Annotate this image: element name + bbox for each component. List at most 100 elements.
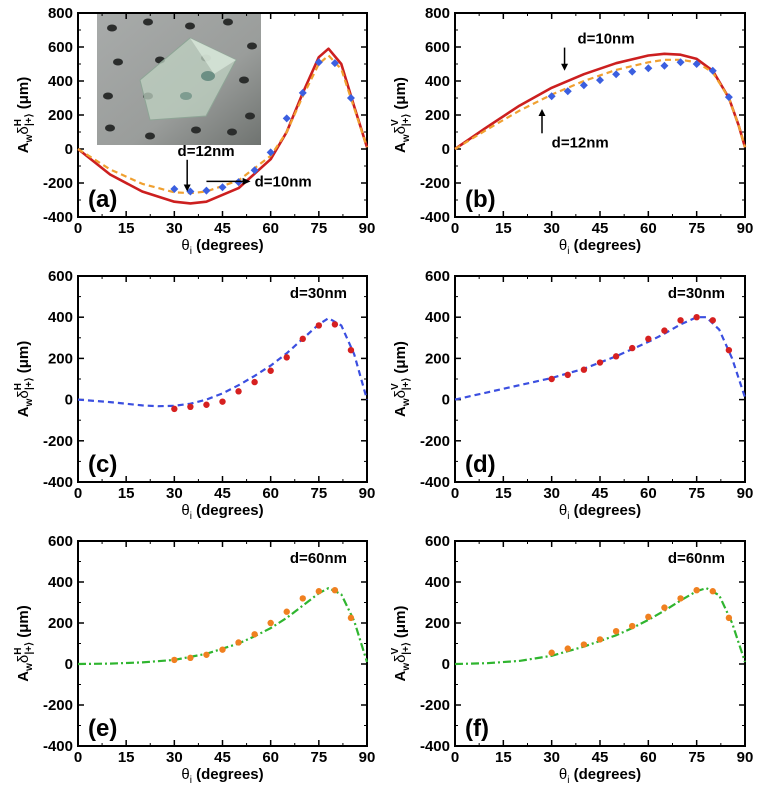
data-point bbox=[709, 317, 716, 324]
inset-photo-hole bbox=[113, 58, 123, 66]
series-line bbox=[77, 47, 369, 205]
data-point bbox=[202, 186, 211, 195]
x-tick-label: 15 bbox=[118, 220, 135, 237]
x-tick-label: 90 bbox=[737, 749, 754, 766]
axes-frame bbox=[77, 540, 368, 747]
panel-label: (d) bbox=[465, 451, 496, 478]
x-tick-label: 45 bbox=[214, 749, 231, 766]
x-axis-label: θi (degrees) bbox=[559, 766, 641, 786]
x-tick-label: 0 bbox=[451, 749, 459, 766]
y-tick-label: -400 bbox=[420, 209, 450, 226]
x-axis-label: θi (degrees) bbox=[181, 502, 263, 522]
y-tick-label: 600 bbox=[425, 39, 450, 56]
y-tick-label: -400 bbox=[420, 738, 450, 755]
data-point bbox=[235, 639, 242, 646]
data-point bbox=[251, 378, 258, 386]
inset-photo bbox=[97, 14, 261, 145]
inset-photo-hole bbox=[191, 126, 201, 134]
annotation: d=12nm bbox=[552, 134, 609, 151]
y-tick-label: -200 bbox=[420, 697, 450, 714]
data-point bbox=[267, 367, 274, 374]
x-axis-label: θi (degrees) bbox=[181, 237, 263, 257]
annotation: d=30nm bbox=[668, 285, 725, 302]
data-point bbox=[612, 353, 620, 360]
x-tick-label: 30 bbox=[543, 749, 560, 766]
y-tick-label: 600 bbox=[48, 39, 73, 56]
x-tick-label: 60 bbox=[640, 749, 657, 766]
data-point bbox=[580, 641, 588, 648]
x-axis-label: θi (degrees) bbox=[559, 502, 641, 522]
data-point bbox=[677, 317, 684, 324]
inset-photo-hole bbox=[239, 76, 249, 84]
y-tick-label: 400 bbox=[48, 73, 73, 90]
x-tick-label: 15 bbox=[118, 485, 135, 502]
data-point bbox=[676, 58, 685, 67]
y-axis-label: AwδV|+⟩ (μm) bbox=[390, 77, 412, 153]
data-point bbox=[283, 608, 290, 615]
x-tick-label: 30 bbox=[166, 220, 183, 237]
y-tick-label: 0 bbox=[65, 392, 73, 409]
y-axis-label: AwδV|+⟩ (μm) bbox=[390, 341, 412, 417]
y-tick-label: -200 bbox=[43, 175, 73, 192]
panel-b: 0 15 30 45 60 75 90 -400 -200 0 200 400 600 800 θi (de… bbox=[390, 5, 753, 257]
y-tick-label: 0 bbox=[442, 141, 450, 158]
data-point bbox=[267, 619, 274, 627]
data-point bbox=[708, 66, 717, 75]
x-tick-label: 45 bbox=[592, 220, 609, 237]
data-point bbox=[629, 344, 636, 352]
x-tick-label: 15 bbox=[495, 749, 512, 766]
x-tick-label: 60 bbox=[262, 220, 279, 237]
x-tick-label: 90 bbox=[359, 220, 376, 237]
y-tick-label: 400 bbox=[425, 73, 450, 90]
data-point bbox=[661, 604, 668, 611]
data-point bbox=[579, 81, 588, 90]
axes-frame bbox=[77, 275, 368, 483]
x-tick-label: 60 bbox=[262, 485, 279, 502]
y-tick-label: 400 bbox=[48, 574, 73, 591]
axes-frame bbox=[454, 540, 746, 747]
x-tick-label: 30 bbox=[543, 485, 560, 502]
x-tick-label: 45 bbox=[214, 220, 231, 237]
axes-frame bbox=[454, 275, 746, 483]
y-tick-label: 600 bbox=[425, 533, 450, 550]
x-tick-label: 75 bbox=[310, 220, 327, 237]
y-tick-label: 200 bbox=[425, 350, 450, 367]
x-tick-label: 0 bbox=[74, 220, 82, 237]
x-tick-label: 60 bbox=[640, 220, 657, 237]
y-tick-label: 600 bbox=[425, 268, 450, 285]
data-point bbox=[564, 645, 571, 652]
series-line bbox=[77, 317, 369, 408]
data-point bbox=[709, 588, 716, 595]
data-point bbox=[548, 375, 555, 383]
y-tick-label: 400 bbox=[425, 574, 450, 591]
inset-photo-hole bbox=[145, 132, 155, 140]
data-point bbox=[218, 183, 227, 192]
data-point bbox=[564, 371, 571, 379]
x-tick-label: 30 bbox=[543, 220, 560, 237]
y-tick-label: 800 bbox=[48, 5, 73, 22]
panel-f: 0 15 30 45 60 75 90 -400 -200 0 200 400 600 θi (degre… bbox=[390, 533, 753, 786]
panel-label: (f) bbox=[465, 715, 489, 742]
inset-photo-hole bbox=[247, 42, 257, 50]
data-point bbox=[346, 94, 355, 102]
panel-c: 0 15 30 45 60 75 90 -400 -200 0 200 400 600 θi (degre… bbox=[13, 268, 375, 522]
data-point bbox=[547, 92, 556, 101]
data-point bbox=[331, 587, 339, 594]
y-tick-label: -200 bbox=[43, 697, 73, 714]
annotation: d=10nm bbox=[255, 173, 312, 190]
data-point bbox=[692, 60, 701, 68]
panel-e: 0 15 30 45 60 75 90 -400 -200 0 200 400 600 θi (degre… bbox=[13, 533, 375, 786]
inset-photo-hole bbox=[185, 22, 195, 30]
y-tick-label: 200 bbox=[425, 107, 450, 124]
data-point bbox=[661, 327, 668, 334]
x-tick-label: 75 bbox=[688, 749, 705, 766]
inset-photo-spot bbox=[201, 71, 215, 81]
data-point bbox=[186, 187, 195, 196]
x-tick-label: 0 bbox=[451, 485, 459, 502]
data-point bbox=[629, 622, 636, 630]
data-point bbox=[314, 58, 323, 67]
x-tick-label: 15 bbox=[118, 749, 135, 766]
series-line bbox=[454, 58, 747, 150]
y-tick-label: -200 bbox=[420, 175, 450, 192]
inset-photo-hole bbox=[103, 92, 113, 100]
